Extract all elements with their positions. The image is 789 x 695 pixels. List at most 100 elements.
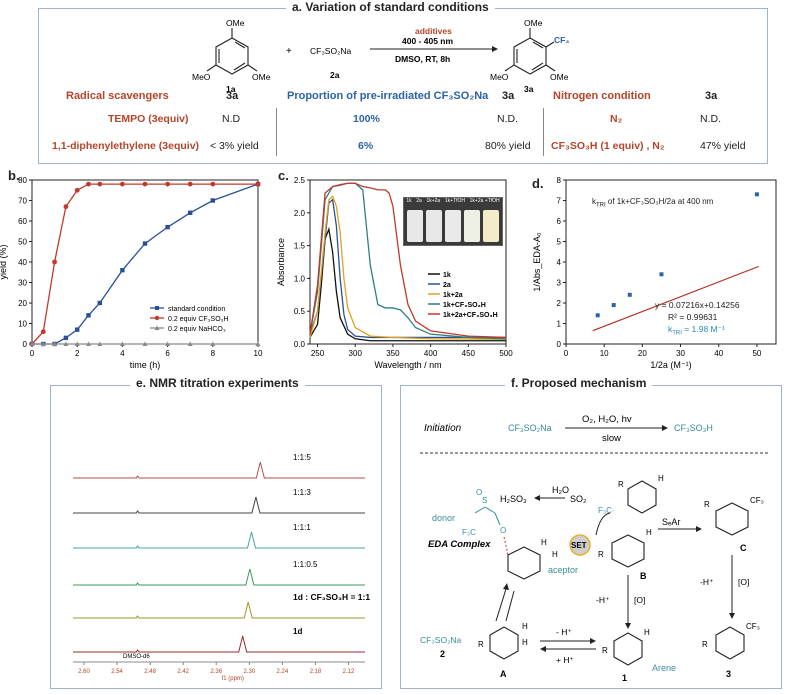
header-proportion: Proportion of pre-irradiated CF₃SO₂Na [287, 90, 489, 102]
fit-line [592, 265, 760, 332]
row1-scavenger: TEMPO (3equiv) [108, 113, 189, 125]
eda-complex-label: EDA Complex [428, 539, 491, 550]
b-oxid: [O] [634, 595, 645, 605]
row1-nitrogen: N₂ [610, 113, 623, 125]
top-arene-h: H [658, 474, 664, 483]
plot-frame [309, 179, 507, 345]
initiation-conditions: O₂, H₂O, hv [582, 414, 632, 425]
h2o-label: H₂O [552, 485, 569, 495]
nmr-trace [73, 531, 365, 549]
row1-yield2: N.D. [497, 113, 518, 125]
arene-1-label: 1 [622, 673, 627, 683]
y-tick-label: 3 [557, 279, 562, 288]
y-tick-label: 0 [23, 340, 28, 349]
sear-label: SₑAr [662, 517, 680, 527]
top-arene-r: R [618, 480, 624, 489]
data-point [97, 341, 103, 346]
p3-label: 3 [726, 669, 731, 679]
aceptor-label: aceptor [548, 565, 578, 575]
legend-label: standard condition [168, 306, 225, 313]
data-point [74, 187, 80, 193]
nmr-tick-label: 2.42 [177, 669, 189, 675]
vial-photo-inset: 1k 2a 1k+2a 1k+TfOH 1k+2a +TfOH [403, 197, 503, 246]
panel-c-label: c. [278, 168, 289, 183]
a-minus-hplus: - H⁺ [556, 627, 572, 637]
spectrum-line [309, 226, 506, 342]
nmr-trace-label: 1:1:3 [293, 488, 311, 497]
vial-label-2: 2a [416, 198, 422, 204]
x-axis-label: 1/2a (M⁻¹) [650, 360, 691, 370]
1a-meo: MeO [192, 72, 211, 82]
p3-cf3: CF₃ [746, 622, 760, 631]
x-tick-label: 6 [165, 349, 170, 358]
y-axis-label: 1/Abs_EDA-A₀ [532, 232, 542, 292]
initiation-product: CF₃SO₃H [674, 423, 713, 433]
data-point [74, 341, 80, 346]
a-h2: H [522, 638, 528, 647]
c-label: C [740, 543, 747, 553]
data-point [52, 341, 58, 346]
y-tick-label: 40 [18, 258, 27, 267]
data-point [188, 210, 193, 215]
vial-label-5: 1k+2a +TfOH [469, 198, 500, 204]
arene-label: Arene [652, 663, 676, 673]
nmr-trace-label: 1d [293, 627, 302, 636]
y-tick-label: 0 [557, 340, 562, 349]
x-tick-label: 10 [600, 349, 609, 358]
set-burst-icon [569, 534, 591, 556]
panel-b-label: b. [8, 168, 20, 183]
h2so3-label: H₂SO₃ [500, 494, 527, 504]
nmr-axis-label: f1 (ppm) [222, 676, 244, 682]
3a-ome-top: OMe [524, 18, 543, 28]
y-tick-label: 60 [18, 217, 27, 226]
product-3-ring [715, 626, 745, 660]
header-3a-1: 3a [226, 90, 239, 102]
y-tick-label: 80 [18, 176, 27, 185]
x-tick-label: 400 [424, 349, 438, 358]
a-label: A [500, 669, 507, 679]
nmr-tick-label: 2.54 [111, 669, 123, 675]
x-tick-label: 40 [714, 349, 723, 358]
x-tick-label: 0 [564, 349, 569, 358]
k-tri-value: kTRI = 1.98 M⁻¹ [668, 324, 725, 337]
x-tick-label: 250 [311, 349, 325, 358]
so2-label: SO₂ [570, 494, 587, 504]
x-tick-label: 4 [120, 349, 125, 358]
data-point [40, 329, 46, 335]
y-tick-label: 30 [18, 279, 27, 288]
nmr-spectra: 1:1:5 1:1:3 1:1:1 1:1:0.5 1d : CF₃SO₃H = 1:1… [73, 453, 370, 682]
nmr-trace [73, 496, 365, 514]
nmr-tick-label: 2.60 [78, 669, 90, 675]
nmr-tick-label: 2.30 [243, 669, 255, 675]
data-point [86, 313, 91, 318]
3a-label: 3a [524, 84, 534, 94]
data-point [165, 341, 171, 346]
data-point [52, 259, 57, 265]
data-point [142, 241, 148, 246]
eda-h2: H [552, 550, 558, 559]
nmr-tick-label: 2.18 [310, 669, 322, 675]
legend-label: 0.2 equiv NaHCO₃ [168, 326, 226, 333]
y-tick-label: 70 [18, 197, 27, 206]
c-minus-h: -H⁺ [700, 577, 714, 587]
row1-yield3: N.D. [700, 113, 721, 125]
light-label: 400 - 405 nm [402, 36, 453, 46]
sulfinate-donor-structure [474, 506, 501, 526]
panel-c-chart: 250 300 350 400 450 500 0.0 0.5 1.0 1.5 2.0 2.5 Wave… [276, 176, 513, 370]
data-point [97, 300, 102, 306]
reagent-2a: CF₃SO₂Na [310, 46, 352, 56]
data-point [63, 341, 69, 346]
mechanism-scheme: Initiation CF₃SO₂Na O₂, H₂O, hv slow CF₃… [420, 414, 770, 683]
header-3a-2: 3a [502, 90, 515, 102]
data-point [63, 335, 69, 341]
b-r: R [598, 550, 604, 559]
additives-label: additives [415, 26, 452, 36]
data-point [210, 181, 216, 187]
x-tick-label: 8 [211, 349, 216, 358]
plus-sign: + [286, 46, 292, 57]
arenium-acceptor-ring [507, 546, 541, 580]
data-point [210, 341, 216, 346]
data-point [120, 268, 125, 273]
y-tick-label: 5 [557, 238, 562, 247]
3a-meo: MeO [490, 72, 509, 82]
